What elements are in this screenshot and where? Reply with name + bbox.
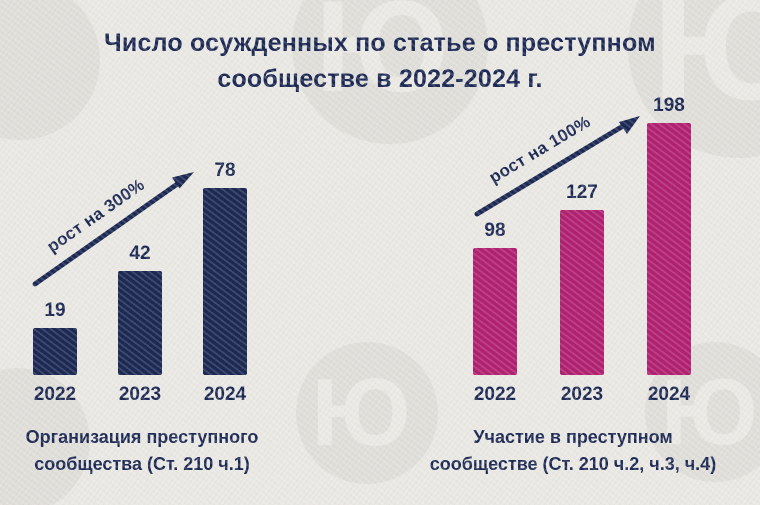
- bar-year-label: 2023: [560, 384, 604, 405]
- bar-value-label: 198: [653, 95, 685, 116]
- chart-caption-line: Участие в преступном: [473, 427, 673, 447]
- yu-logo-glyph: Ю: [314, 0, 449, 119]
- bar-group: 198 2024: [647, 95, 691, 405]
- chart-caption-organization: Организация преступного сообщества (Ст. …: [8, 424, 276, 478]
- chart-caption-participation: Участие в преступном сообществе (Ст. 210…: [408, 424, 738, 478]
- bar-year-label: 2023: [118, 384, 162, 405]
- bar-year-label: 2022: [473, 384, 517, 405]
- bar: [473, 248, 517, 375]
- bar-year-label: 2022: [33, 384, 77, 405]
- bar-group: 98 2022: [473, 95, 517, 405]
- bar-value-label: 127: [566, 182, 598, 203]
- bar: [560, 210, 604, 375]
- bar-chart-participation: 98 2022 127 2023 198 2024: [473, 95, 691, 405]
- chart-caption-line: сообществе (Ст. 210 ч.2, ч.3, ч.4): [429, 454, 717, 474]
- bar-value-label: 19: [44, 300, 66, 321]
- bar-year-label: 2024: [647, 384, 691, 405]
- bar-year-label: 2024: [203, 384, 247, 405]
- page-title-line: сообществе в 2022-2024 г.: [217, 64, 543, 93]
- bar-value-label: 42: [129, 243, 151, 264]
- page-title-line: Число осужденных по статье о преступном: [104, 29, 656, 57]
- bar: [118, 271, 162, 375]
- yu-logo-watermark: Ю: [296, 342, 438, 484]
- chart-caption-line: Организация преступного: [25, 427, 259, 447]
- chart-caption-line: сообщества (Ст. 210 ч.1): [34, 454, 250, 474]
- bar: [647, 123, 691, 375]
- yu-logo-glyph: Ю: [652, 0, 760, 131]
- bar: [203, 188, 247, 375]
- bar-value-label: 78: [214, 160, 236, 181]
- bar-group: 19 2022: [33, 160, 77, 405]
- yu-logo-glyph: Ю: [660, 359, 758, 464]
- page-title: Число осужденных по статье о преступном …: [60, 26, 700, 97]
- yu-logo-glyph: Ю: [311, 359, 411, 466]
- bar-group: 78 2024: [203, 160, 247, 405]
- bar: [33, 328, 77, 375]
- bar-value-label: 98: [484, 220, 506, 241]
